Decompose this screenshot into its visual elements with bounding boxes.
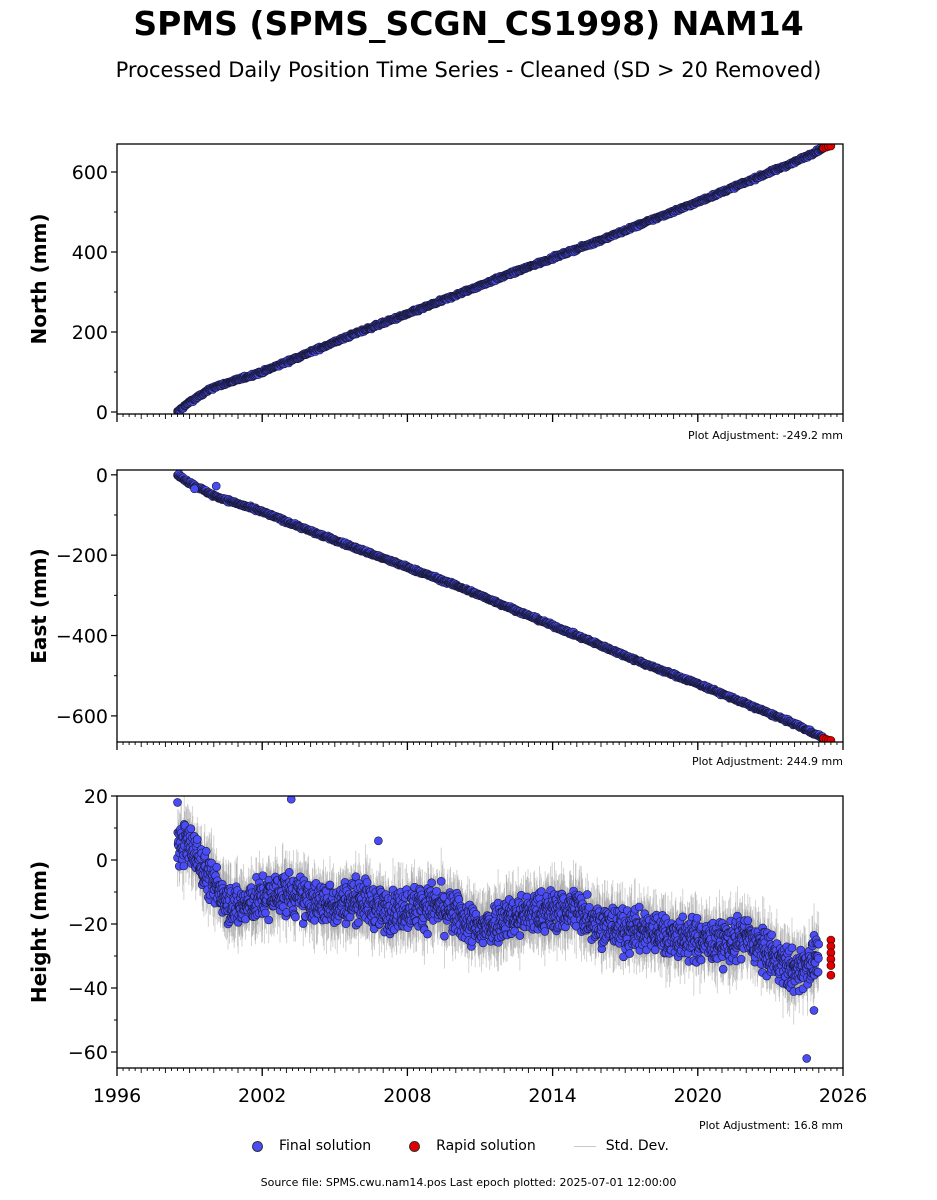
east-plot-area xyxy=(173,470,836,742)
east-final-solution-points xyxy=(173,470,828,742)
north-ytick-label: 400 xyxy=(72,242,108,264)
chart-title: SPMS (SPMS_SCGN_CS1998) NAM14 xyxy=(133,4,804,43)
north-ylabel: North (mm) xyxy=(27,213,51,344)
north-final-solution-points xyxy=(173,144,828,414)
north-rapid-solution-points xyxy=(819,144,836,153)
north-plot-area xyxy=(173,144,836,414)
north-ytick-label: 200 xyxy=(72,322,108,344)
north-panel: 0 200 400 600 North (mm) xyxy=(27,143,844,424)
north-rapid-point xyxy=(826,144,836,151)
north-ytick-label: 600 xyxy=(72,162,108,184)
chart-subtitle: Processed Daily Position Time Series - C… xyxy=(115,58,822,82)
north-ytick-label: 0 xyxy=(96,402,108,424)
